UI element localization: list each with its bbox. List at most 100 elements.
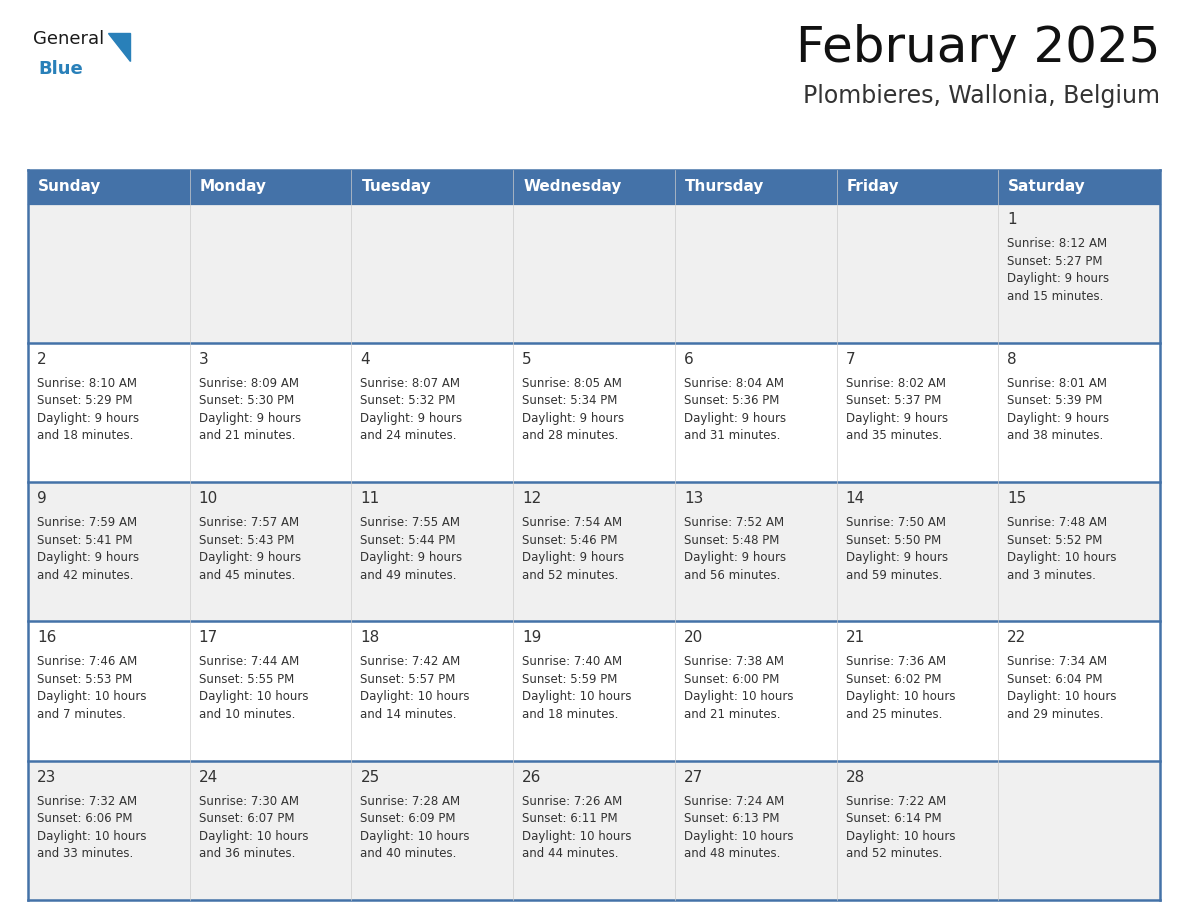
Bar: [29, 170, 190, 204]
Bar: [836, 204, 998, 342]
Text: Sunrise: 7:50 AM
Sunset: 5:50 PM
Daylight: 9 hours
and 59 minutes.: Sunrise: 7:50 AM Sunset: 5:50 PM Dayligh…: [846, 516, 948, 582]
Text: Monday: Monday: [200, 179, 267, 195]
Text: 10: 10: [198, 491, 217, 506]
Bar: [513, 482, 675, 621]
Bar: [513, 204, 675, 342]
Text: Sunrise: 7:26 AM
Sunset: 6:11 PM
Daylight: 10 hours
and 44 minutes.: Sunrise: 7:26 AM Sunset: 6:11 PM Dayligh…: [523, 795, 632, 860]
Text: 18: 18: [360, 631, 380, 645]
Text: Plombieres, Wallonia, Belgium: Plombieres, Wallonia, Belgium: [803, 84, 1159, 108]
Text: Sunrise: 7:42 AM
Sunset: 5:57 PM
Daylight: 10 hours
and 14 minutes.: Sunrise: 7:42 AM Sunset: 5:57 PM Dayligh…: [360, 655, 470, 721]
Bar: [513, 621, 675, 761]
Bar: [998, 170, 1159, 204]
Bar: [29, 342, 190, 482]
Text: 16: 16: [37, 631, 56, 645]
Bar: [836, 761, 998, 900]
Bar: [998, 482, 1159, 621]
Bar: [675, 482, 836, 621]
Text: 14: 14: [846, 491, 865, 506]
Bar: [190, 342, 352, 482]
Bar: [998, 761, 1159, 900]
Text: Sunrise: 7:24 AM
Sunset: 6:13 PM
Daylight: 10 hours
and 48 minutes.: Sunrise: 7:24 AM Sunset: 6:13 PM Dayligh…: [684, 795, 794, 860]
Text: Sunrise: 7:22 AM
Sunset: 6:14 PM
Daylight: 10 hours
and 52 minutes.: Sunrise: 7:22 AM Sunset: 6:14 PM Dayligh…: [846, 795, 955, 860]
Text: Sunrise: 8:01 AM
Sunset: 5:39 PM
Daylight: 9 hours
and 38 minutes.: Sunrise: 8:01 AM Sunset: 5:39 PM Dayligh…: [1007, 376, 1110, 442]
Text: Friday: Friday: [847, 179, 899, 195]
Text: Sunrise: 7:40 AM
Sunset: 5:59 PM
Daylight: 10 hours
and 18 minutes.: Sunrise: 7:40 AM Sunset: 5:59 PM Dayligh…: [523, 655, 632, 721]
Text: Sunrise: 7:34 AM
Sunset: 6:04 PM
Daylight: 10 hours
and 29 minutes.: Sunrise: 7:34 AM Sunset: 6:04 PM Dayligh…: [1007, 655, 1117, 721]
Bar: [513, 342, 675, 482]
Text: Sunrise: 8:10 AM
Sunset: 5:29 PM
Daylight: 9 hours
and 18 minutes.: Sunrise: 8:10 AM Sunset: 5:29 PM Dayligh…: [37, 376, 139, 442]
Text: 3: 3: [198, 352, 208, 367]
Bar: [190, 482, 352, 621]
Bar: [352, 621, 513, 761]
Text: 6: 6: [684, 352, 694, 367]
Bar: [836, 482, 998, 621]
Text: 15: 15: [1007, 491, 1026, 506]
Bar: [29, 621, 190, 761]
Text: Wednesday: Wednesday: [523, 179, 621, 195]
Bar: [998, 204, 1159, 342]
Text: 9: 9: [37, 491, 46, 506]
Text: 5: 5: [523, 352, 532, 367]
Text: Sunrise: 7:30 AM
Sunset: 6:07 PM
Daylight: 10 hours
and 36 minutes.: Sunrise: 7:30 AM Sunset: 6:07 PM Dayligh…: [198, 795, 308, 860]
Text: 28: 28: [846, 769, 865, 785]
Bar: [675, 170, 836, 204]
Text: 4: 4: [360, 352, 369, 367]
Bar: [352, 204, 513, 342]
Text: Sunrise: 7:44 AM
Sunset: 5:55 PM
Daylight: 10 hours
and 10 minutes.: Sunrise: 7:44 AM Sunset: 5:55 PM Dayligh…: [198, 655, 308, 721]
Bar: [190, 621, 352, 761]
Bar: [998, 621, 1159, 761]
Text: 20: 20: [684, 631, 703, 645]
Text: Sunrise: 8:09 AM
Sunset: 5:30 PM
Daylight: 9 hours
and 21 minutes.: Sunrise: 8:09 AM Sunset: 5:30 PM Dayligh…: [198, 376, 301, 442]
Text: 8: 8: [1007, 352, 1017, 367]
Text: Sunrise: 8:05 AM
Sunset: 5:34 PM
Daylight: 9 hours
and 28 minutes.: Sunrise: 8:05 AM Sunset: 5:34 PM Dayligh…: [523, 376, 624, 442]
Text: 7: 7: [846, 352, 855, 367]
Bar: [836, 621, 998, 761]
Text: 27: 27: [684, 769, 703, 785]
Text: Sunrise: 7:55 AM
Sunset: 5:44 PM
Daylight: 9 hours
and 49 minutes.: Sunrise: 7:55 AM Sunset: 5:44 PM Dayligh…: [360, 516, 462, 582]
Text: Sunrise: 8:04 AM
Sunset: 5:36 PM
Daylight: 9 hours
and 31 minutes.: Sunrise: 8:04 AM Sunset: 5:36 PM Dayligh…: [684, 376, 786, 442]
Text: Sunrise: 7:46 AM
Sunset: 5:53 PM
Daylight: 10 hours
and 7 minutes.: Sunrise: 7:46 AM Sunset: 5:53 PM Dayligh…: [37, 655, 146, 721]
Bar: [675, 621, 836, 761]
Text: Sunrise: 7:59 AM
Sunset: 5:41 PM
Daylight: 9 hours
and 42 minutes.: Sunrise: 7:59 AM Sunset: 5:41 PM Dayligh…: [37, 516, 139, 582]
Text: 26: 26: [523, 769, 542, 785]
Text: February 2025: February 2025: [796, 24, 1159, 72]
Text: 1: 1: [1007, 212, 1017, 228]
Bar: [675, 761, 836, 900]
Text: 19: 19: [523, 631, 542, 645]
Bar: [836, 170, 998, 204]
Bar: [352, 761, 513, 900]
Bar: [675, 204, 836, 342]
Text: Blue: Blue: [38, 60, 83, 78]
Bar: [190, 761, 352, 900]
Bar: [352, 170, 513, 204]
Text: Sunrise: 7:54 AM
Sunset: 5:46 PM
Daylight: 9 hours
and 52 minutes.: Sunrise: 7:54 AM Sunset: 5:46 PM Dayligh…: [523, 516, 624, 582]
Text: Sunrise: 7:57 AM
Sunset: 5:43 PM
Daylight: 9 hours
and 45 minutes.: Sunrise: 7:57 AM Sunset: 5:43 PM Dayligh…: [198, 516, 301, 582]
Text: Sunrise: 7:38 AM
Sunset: 6:00 PM
Daylight: 10 hours
and 21 minutes.: Sunrise: 7:38 AM Sunset: 6:00 PM Dayligh…: [684, 655, 794, 721]
Bar: [513, 170, 675, 204]
Text: 17: 17: [198, 631, 217, 645]
Text: 2: 2: [37, 352, 46, 367]
Text: 23: 23: [37, 769, 56, 785]
Text: Sunrise: 8:02 AM
Sunset: 5:37 PM
Daylight: 9 hours
and 35 minutes.: Sunrise: 8:02 AM Sunset: 5:37 PM Dayligh…: [846, 376, 948, 442]
Text: Sunday: Sunday: [38, 179, 101, 195]
Text: Sunrise: 7:52 AM
Sunset: 5:48 PM
Daylight: 9 hours
and 56 minutes.: Sunrise: 7:52 AM Sunset: 5:48 PM Dayligh…: [684, 516, 786, 582]
Text: Sunrise: 7:48 AM
Sunset: 5:52 PM
Daylight: 10 hours
and 3 minutes.: Sunrise: 7:48 AM Sunset: 5:52 PM Dayligh…: [1007, 516, 1117, 582]
Polygon shape: [108, 33, 129, 61]
Text: 25: 25: [360, 769, 380, 785]
Text: 11: 11: [360, 491, 380, 506]
Bar: [513, 761, 675, 900]
Text: 24: 24: [198, 769, 217, 785]
Text: 21: 21: [846, 631, 865, 645]
Bar: [29, 482, 190, 621]
Text: Saturday: Saturday: [1009, 179, 1086, 195]
Bar: [29, 204, 190, 342]
Text: 22: 22: [1007, 631, 1026, 645]
Text: 12: 12: [523, 491, 542, 506]
Bar: [836, 342, 998, 482]
Bar: [352, 482, 513, 621]
Bar: [29, 761, 190, 900]
Text: Sunrise: 7:32 AM
Sunset: 6:06 PM
Daylight: 10 hours
and 33 minutes.: Sunrise: 7:32 AM Sunset: 6:06 PM Dayligh…: [37, 795, 146, 860]
Text: Sunrise: 8:12 AM
Sunset: 5:27 PM
Daylight: 9 hours
and 15 minutes.: Sunrise: 8:12 AM Sunset: 5:27 PM Dayligh…: [1007, 238, 1110, 303]
Bar: [352, 342, 513, 482]
Text: Sunrise: 7:28 AM
Sunset: 6:09 PM
Daylight: 10 hours
and 40 minutes.: Sunrise: 7:28 AM Sunset: 6:09 PM Dayligh…: [360, 795, 470, 860]
